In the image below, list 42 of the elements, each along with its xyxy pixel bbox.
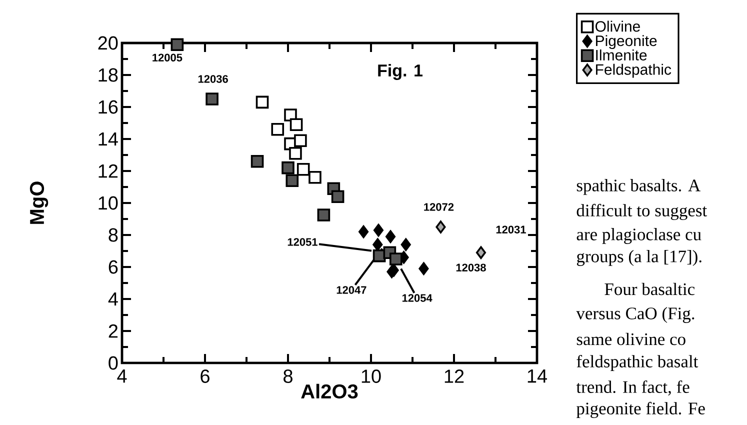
y-tick-label: 0 xyxy=(108,356,118,370)
y-tick-label: 16 xyxy=(98,100,118,114)
x-tick-label: 8 xyxy=(284,370,292,383)
y-tick-label: 8 xyxy=(108,228,118,242)
legend-label: Pigeonite xyxy=(596,35,657,50)
y-axis-title: MgO xyxy=(30,182,48,224)
y-tick-label: 2 xyxy=(108,324,118,338)
y-tick-label: 10 xyxy=(98,196,118,210)
text: pigeonite field. Fe xyxy=(576,402,705,418)
legend-label: Olivine xyxy=(596,20,640,32)
annotation: 12031 xyxy=(496,226,526,234)
y-tick-label: 18 xyxy=(98,68,118,82)
annotation: 12005 xyxy=(152,54,182,62)
x-tick-label: 6 xyxy=(200,370,210,383)
annotation: Fig. 1 xyxy=(378,64,423,80)
annotation: 12054 xyxy=(402,294,432,302)
x-tick-label: 14 xyxy=(528,370,548,383)
legend-label: Ilmenite xyxy=(596,49,647,60)
y-tick-label: 12 xyxy=(98,164,118,178)
text: Four basaltic xyxy=(604,282,695,296)
y-tick-label: 4 xyxy=(108,292,118,306)
annotation: 12072 xyxy=(424,203,454,211)
legend-label: Feldspathic xyxy=(596,64,672,78)
y-tick-label: 20 xyxy=(98,36,118,50)
y-tick-label: 6 xyxy=(108,260,118,274)
x-tick-label: 4 xyxy=(117,370,127,383)
x-axis-title: Al2O3 xyxy=(301,384,358,399)
annotation: 12038 xyxy=(456,264,486,272)
x-tick-label: 10 xyxy=(362,370,381,383)
annotation: 12051 xyxy=(288,238,318,246)
text: trend. In fact, fe xyxy=(576,380,690,396)
annotation: 12047 xyxy=(336,286,366,294)
y-tick-label: 14 xyxy=(98,132,118,146)
text: difficult to suggest xyxy=(576,204,708,220)
text: spathic basalts. A xyxy=(576,179,700,195)
x-tick-label: 12 xyxy=(444,370,464,383)
text: are plagioclase cu xyxy=(576,228,702,244)
text: groups (a la [17]). xyxy=(576,250,702,266)
text: versus CaO (Fig. xyxy=(576,307,694,323)
annotation: 12036 xyxy=(198,75,228,83)
text: feldspathic basalt xyxy=(576,354,698,372)
text: same olivine co xyxy=(576,332,686,346)
